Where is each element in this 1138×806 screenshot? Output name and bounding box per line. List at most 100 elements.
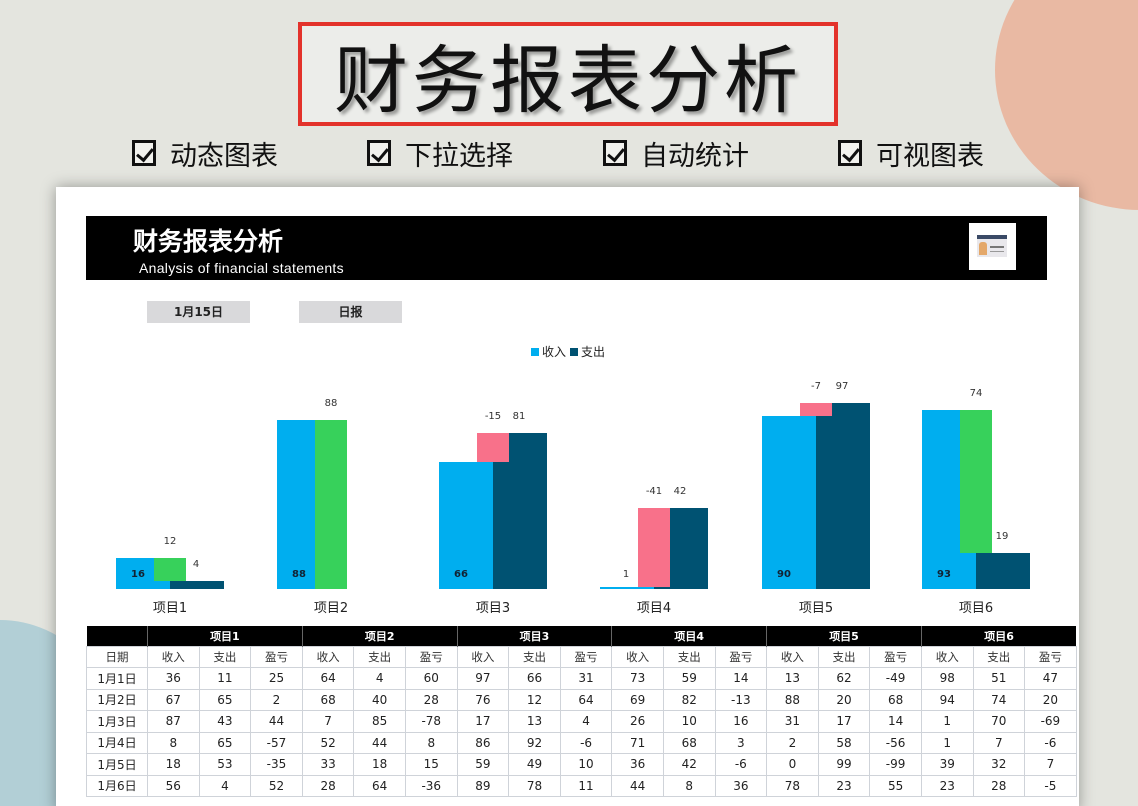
category-label: 项目6: [958, 601, 994, 616]
feature-item: 自动统计: [603, 134, 749, 172]
group-header: 项目5: [766, 626, 922, 646]
feature-item: 下拉选择: [367, 134, 513, 172]
value-cell: 14: [869, 710, 922, 733]
value-cell: 14: [714, 667, 768, 690]
value-cell: 94: [920, 688, 974, 711]
value-cell: -78: [404, 710, 458, 733]
value-cell: -6: [559, 731, 613, 754]
bar-expense: [976, 552, 1030, 589]
value-cell: 7: [972, 731, 1026, 754]
value-cell: 12: [508, 688, 561, 711]
profit-value-label: -15: [484, 411, 502, 423]
value-cell: 31: [559, 667, 613, 690]
column-header: 盈亏: [559, 645, 613, 668]
value-cell: 23: [920, 774, 974, 797]
value-cell: 85: [353, 710, 406, 733]
table-row: 1月1日 36 11 25 64 4 60 97 66 31 73 59 14 13 62 -49 98 51 47: [86, 667, 1077, 690]
value-cell: 86: [456, 731, 510, 754]
bar-profit-positive: [960, 410, 992, 553]
value-cell: 20: [1024, 688, 1077, 711]
value-cell: 59: [662, 667, 716, 690]
value-cell: -35: [250, 753, 303, 776]
value-cell: -6: [1024, 731, 1077, 754]
value-cell: 60: [404, 667, 458, 690]
value-cell: 17: [817, 710, 871, 733]
group-header: 项目1: [147, 626, 303, 646]
bar-chart: 12 4 16 项目1 88 88 项目2 -15 81 66 项目3 -41 42 1 项目4 -7 97 90…: [56, 187, 1079, 627]
column-header: 盈亏: [404, 645, 458, 668]
table-row: 1月4日 8 65 -57 52 44 8 86 92 -6 71 68 3 2 58 -56 1 7 -6: [86, 731, 1077, 754]
value-cell: 82: [662, 688, 716, 711]
period-select[interactable]: 日报: [299, 301, 402, 323]
value-cell: -99: [869, 753, 922, 776]
hero-title: 财务报表分析: [298, 22, 838, 126]
income-value-label: 1: [622, 569, 630, 580]
value-cell: 78: [766, 774, 819, 797]
profit-value-label: -41: [645, 486, 663, 498]
value-cell: 66: [508, 667, 561, 690]
value-cell: 13: [766, 667, 819, 690]
value-cell: 1: [920, 731, 974, 754]
bar-profit-negative: [800, 402, 832, 417]
group-header: 项目3: [456, 626, 612, 646]
legend-swatch-income: [531, 347, 539, 356]
legend-item-expense: 支出: [570, 343, 605, 360]
value-cell: 2: [766, 731, 819, 754]
checkbox-checked-icon: [838, 140, 862, 166]
column-header: 收入: [456, 645, 510, 668]
bar-income: [600, 587, 654, 589]
category-label: 项目3: [475, 601, 511, 616]
checkbox-checked-icon: [603, 140, 627, 166]
value-cell: -49: [869, 667, 922, 690]
value-cell: 1: [920, 710, 974, 733]
column-header: 收入: [147, 645, 200, 668]
value-cell: 20: [817, 688, 871, 711]
value-cell: 4: [198, 774, 252, 797]
value-cell: 53: [198, 753, 252, 776]
value-cell: 64: [559, 688, 613, 711]
value-cell: 28: [301, 774, 355, 797]
value-cell: 44: [611, 774, 664, 797]
value-cell: 18: [147, 753, 200, 776]
value-cell: 4: [353, 667, 406, 690]
value-cell: 11: [559, 774, 613, 797]
data-table: 项目1 项目2 项目3 项目4 项目5 项目6 日期 收入 支出 盈亏 收入 支出 盈亏 收入 支出 盈亏…: [86, 626, 1077, 797]
date-cell: 1月2日: [86, 688, 148, 711]
value-cell: 16: [714, 710, 768, 733]
value-cell: 70: [972, 710, 1026, 733]
corner-cell: [86, 626, 148, 646]
value-cell: 55: [869, 774, 922, 797]
value-cell: 68: [301, 688, 355, 711]
value-cell: 8: [662, 774, 716, 797]
value-cell: 68: [662, 731, 716, 754]
bar-profit-negative: [638, 508, 670, 588]
value-cell: 51: [972, 667, 1026, 690]
legend-swatch-expense: [570, 347, 579, 356]
value-cell: 44: [353, 731, 406, 754]
value-cell: 23: [817, 774, 871, 797]
value-cell: 52: [301, 731, 355, 754]
value-cell: 67: [147, 688, 200, 711]
bar-profit-negative: [477, 433, 509, 463]
expense-value-label: 81: [512, 411, 526, 423]
group-header: 项目6: [920, 626, 1077, 646]
group-header: 项目2: [301, 626, 458, 646]
value-cell: 89: [456, 774, 510, 797]
value-cell: 97: [456, 667, 510, 690]
value-cell: 11: [198, 667, 252, 690]
category-label: 项目4: [636, 601, 672, 616]
value-cell: 78: [508, 774, 561, 797]
value-cell: 28: [404, 688, 458, 711]
feature-label: 下拉选择: [405, 140, 513, 172]
profit-value-label: 74: [969, 388, 983, 400]
value-cell: 7: [301, 710, 355, 733]
feature-label: 动态图表: [170, 140, 278, 172]
bar-profit-positive: [315, 420, 347, 589]
table-row: 1月6日 56 4 52 28 64 -36 89 78 11 44 8 36 78 23 55 23 28 -5: [86, 774, 1077, 797]
expense-value-label: 19: [995, 530, 1009, 542]
value-cell: 99: [817, 753, 871, 776]
date-select[interactable]: 1月15日: [147, 301, 250, 323]
checkbox-checked-icon: [132, 140, 156, 166]
column-header: 支出: [817, 645, 871, 668]
column-header: 收入: [920, 645, 974, 668]
